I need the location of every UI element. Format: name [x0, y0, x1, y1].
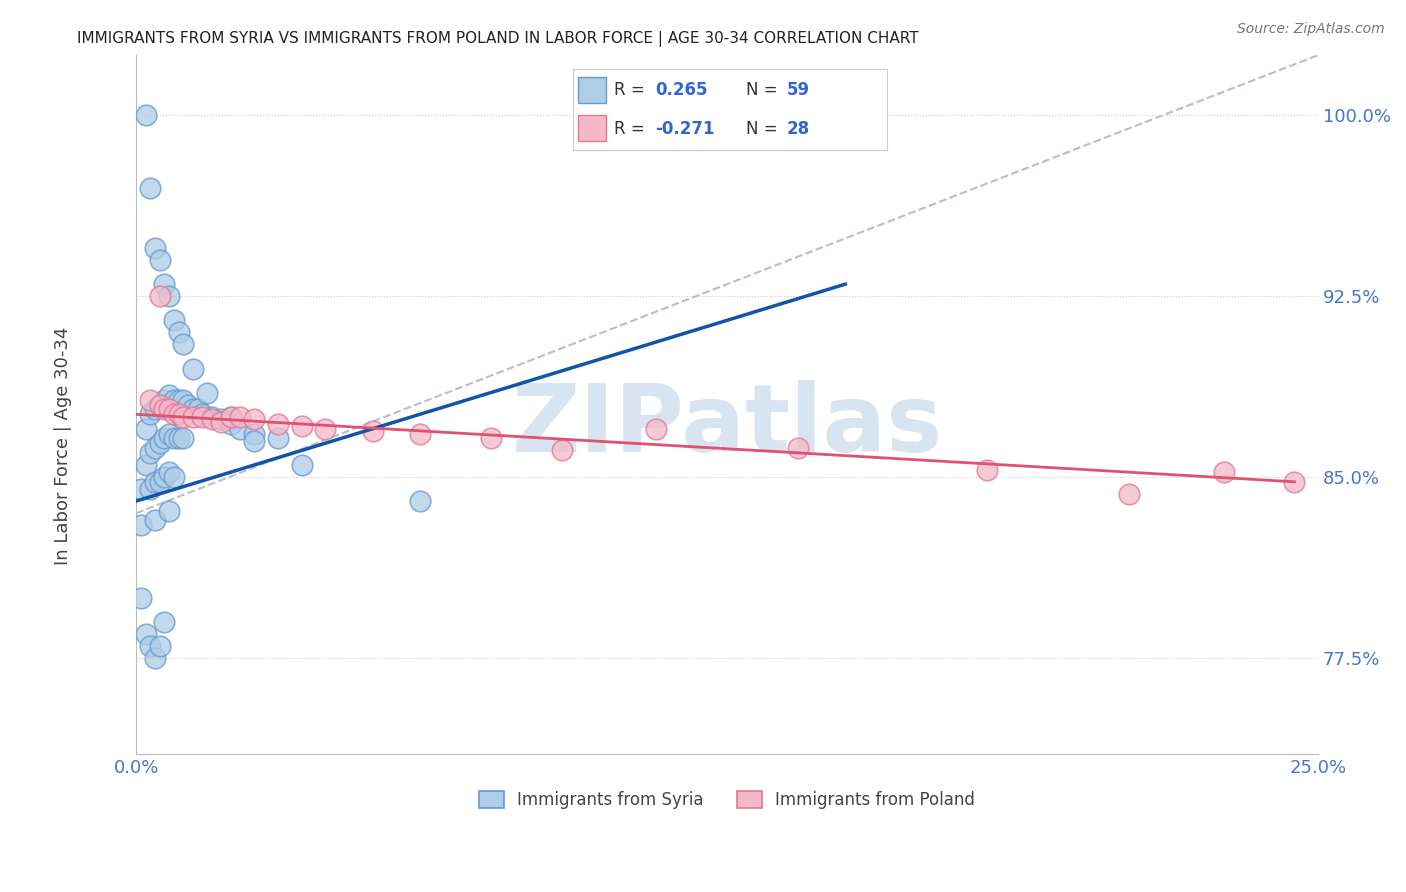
- Point: [153, 402, 176, 417]
- Point: [135, 458, 157, 472]
- Point: [135, 108, 157, 122]
- Point: [219, 409, 242, 424]
- Point: [181, 361, 204, 376]
- Point: [291, 419, 314, 434]
- Point: [229, 409, 252, 424]
- Point: [149, 398, 172, 412]
- Point: [191, 407, 214, 421]
- Point: [550, 443, 572, 458]
- Point: [139, 407, 162, 421]
- Point: [153, 392, 176, 407]
- Point: [163, 392, 186, 407]
- Point: [787, 441, 810, 455]
- Point: [181, 409, 204, 424]
- Point: [157, 289, 180, 303]
- Point: [243, 434, 266, 448]
- Point: [167, 326, 190, 340]
- Point: [172, 337, 194, 351]
- Text: In Labor Force | Age 30-34: In Labor Force | Age 30-34: [55, 326, 72, 566]
- Point: [153, 432, 176, 446]
- Point: [201, 412, 224, 426]
- Point: [153, 470, 176, 484]
- Point: [143, 475, 166, 489]
- Point: [139, 446, 162, 460]
- Point: [157, 465, 180, 479]
- Point: [135, 422, 157, 436]
- Point: [143, 513, 166, 527]
- Point: [139, 180, 162, 194]
- Point: [229, 422, 252, 436]
- Point: [129, 591, 152, 605]
- Point: [172, 392, 194, 407]
- Point: [157, 504, 180, 518]
- Point: [163, 313, 186, 327]
- Point: [177, 398, 200, 412]
- Point: [201, 409, 224, 424]
- Point: [149, 289, 172, 303]
- Point: [135, 626, 157, 640]
- Point: [157, 402, 180, 417]
- Point: [1118, 487, 1140, 501]
- Point: [153, 615, 176, 629]
- Point: [163, 470, 186, 484]
- Point: [976, 463, 998, 477]
- Point: [163, 432, 186, 446]
- Point: [139, 482, 162, 496]
- Point: [645, 422, 668, 436]
- Point: [143, 441, 166, 455]
- Point: [129, 482, 152, 496]
- Point: [143, 241, 166, 255]
- Point: [314, 422, 336, 436]
- Text: IMMIGRANTS FROM SYRIA VS IMMIGRANTS FROM POLAND IN LABOR FORCE | AGE 30-34 CORRE: IMMIGRANTS FROM SYRIA VS IMMIGRANTS FROM…: [77, 31, 920, 47]
- Point: [153, 277, 176, 292]
- Point: [149, 253, 172, 268]
- Point: [167, 432, 190, 446]
- Point: [167, 392, 190, 407]
- Point: [361, 424, 384, 438]
- Point: [143, 650, 166, 665]
- Point: [167, 407, 190, 421]
- Point: [209, 415, 232, 429]
- Point: [243, 426, 266, 441]
- Point: [149, 639, 172, 653]
- Point: [187, 402, 209, 417]
- Point: [209, 412, 232, 426]
- Point: [157, 388, 180, 402]
- Point: [219, 409, 242, 424]
- Point: [143, 402, 166, 417]
- Legend: Immigrants from Syria, Immigrants from Poland: Immigrants from Syria, Immigrants from P…: [472, 784, 981, 816]
- Point: [157, 426, 180, 441]
- Point: [243, 412, 266, 426]
- Point: [191, 409, 214, 424]
- Point: [172, 409, 194, 424]
- Point: [219, 417, 242, 431]
- Point: [291, 458, 314, 472]
- Point: [1212, 465, 1234, 479]
- Point: [267, 417, 290, 431]
- Point: [139, 392, 162, 407]
- Point: [479, 432, 502, 446]
- Point: [129, 518, 152, 533]
- Point: [409, 494, 432, 508]
- Point: [139, 639, 162, 653]
- Point: [172, 432, 194, 446]
- Point: [267, 432, 290, 446]
- Point: [1284, 475, 1306, 489]
- Point: [181, 402, 204, 417]
- Text: Source: ZipAtlas.com: Source: ZipAtlas.com: [1237, 22, 1385, 37]
- Text: ZIPatlas: ZIPatlas: [512, 380, 943, 472]
- Point: [149, 436, 172, 450]
- Point: [195, 385, 218, 400]
- Point: [409, 426, 432, 441]
- Point: [149, 475, 172, 489]
- Point: [163, 407, 186, 421]
- Point: [149, 398, 172, 412]
